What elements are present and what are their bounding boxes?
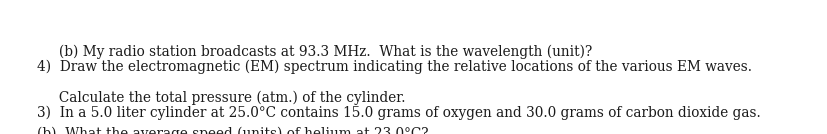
Text: 3)  In a 5.0 liter cylinder at 25.0°C contains 15.0 grams of oxygen and 30.0 gra: 3) In a 5.0 liter cylinder at 25.0°C con… [37,106,760,120]
Text: 4)  Draw the electromagnetic (EM) spectrum indicating the relative locations of : 4) Draw the electromagnetic (EM) spectru… [37,60,752,74]
Text: (b) My radio station broadcasts at 93.3 MHz.  What is the wavelength (unit)?: (b) My radio station broadcasts at 93.3 … [37,45,592,59]
Text: (b)  What the average speed (units) of helium at 23.0°C?: (b) What the average speed (units) of he… [37,127,428,134]
Text: Calculate the total pressure (atm.) of the cylinder.: Calculate the total pressure (atm.) of t… [37,91,405,105]
